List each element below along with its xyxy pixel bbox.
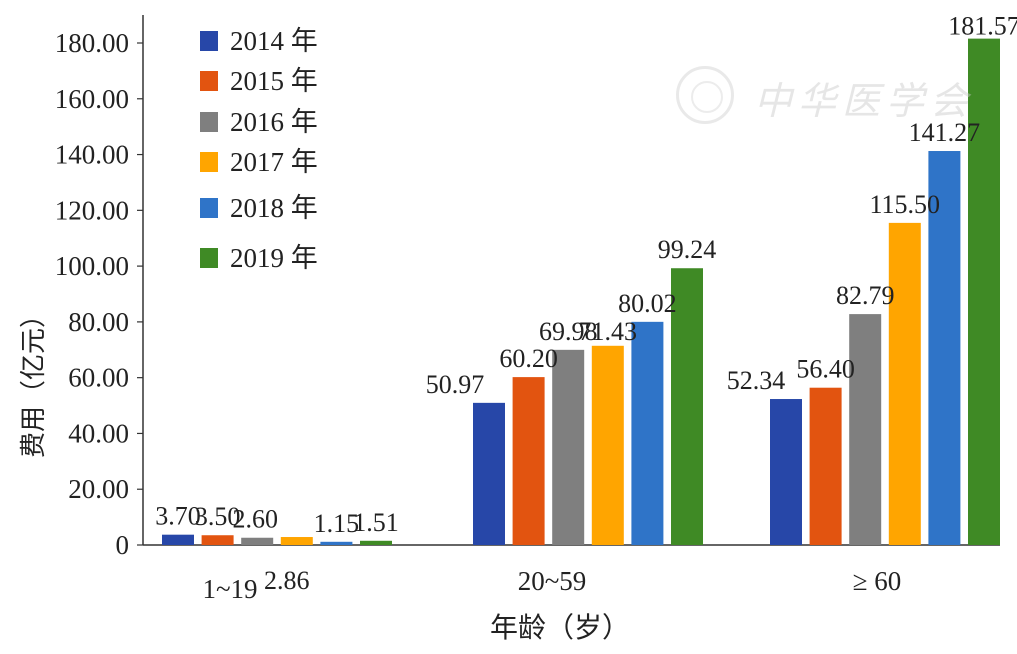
y-tick-label: 20.00 (68, 474, 129, 504)
data-label: 3.50 (195, 502, 241, 531)
legend-label: 2019 年 (230, 243, 318, 273)
seal-icon (676, 66, 734, 124)
bar (162, 534, 194, 545)
x-tick-label: 20~59 (518, 566, 587, 596)
bar (552, 349, 585, 545)
legend-label: 2017 年 (230, 147, 318, 177)
bar (671, 268, 703, 545)
data-label: 1.15 (314, 509, 360, 538)
legend-label: 2015 年 (230, 66, 318, 96)
watermark-text: 中华医学会 (754, 79, 975, 123)
bar (888, 222, 921, 545)
bar (512, 377, 545, 545)
bar (320, 541, 353, 545)
bar (631, 321, 664, 545)
bar (473, 402, 505, 545)
data-label: 50.97 (426, 370, 485, 399)
bar (968, 38, 1000, 545)
data-label: 52.34 (727, 366, 786, 395)
legend-swatch (200, 198, 218, 218)
bar (360, 540, 392, 545)
data-label: 3.70 (155, 502, 201, 531)
bar (770, 399, 802, 545)
data-label: 82.79 (836, 281, 895, 310)
legend-swatch (200, 31, 218, 51)
data-label: 115.50 (870, 190, 941, 219)
y-tick-label: 100.00 (55, 251, 129, 281)
y-tick-label: 180.00 (55, 28, 129, 58)
y-tick-label: 0 (116, 530, 130, 560)
data-label: 2.60 (232, 505, 278, 534)
data-label: 141.27 (909, 118, 981, 147)
bar (928, 151, 961, 545)
bar (201, 535, 234, 545)
data-label: 181.57 (948, 12, 1017, 41)
bar (241, 537, 274, 545)
x-axis-title: 年龄（岁） (490, 612, 630, 644)
legend-swatch (200, 71, 218, 91)
bar (591, 345, 624, 545)
x-tick-label: ≥ 60 (853, 566, 902, 596)
y-axis-title: 费用（亿元） (19, 302, 48, 458)
legend: 2014 年 2015 年 2016 年 2017 年 2018 年 2019 年 (200, 26, 318, 273)
legend-label: 2014 年 (230, 26, 318, 56)
y-tick-label: 140.00 (55, 140, 129, 170)
y-tick-label: 80.00 (68, 307, 129, 337)
data-label: 60.20 (499, 344, 558, 373)
legend-swatch (200, 112, 218, 132)
data-label: 1.51 (353, 508, 399, 537)
y-axis: 0 20.00 40.00 60.00 80.00 100.00 120.00 140.00 1… (55, 15, 144, 560)
data-label: 69.98 (539, 317, 598, 346)
y-tick-label: 120.00 (55, 195, 129, 225)
y-tick-label: 40.00 (68, 418, 129, 448)
legend-label: 2018 年 (230, 193, 318, 223)
legend-label: 2016 年 (230, 107, 318, 137)
legend-swatch (200, 248, 218, 268)
bars (162, 38, 1000, 545)
y-tick-label: 160.00 (55, 84, 129, 114)
data-label: 56.40 (796, 355, 855, 384)
data-label: 2.86 (264, 566, 310, 595)
bar (280, 537, 313, 545)
bar (849, 314, 882, 545)
data-labels: 3.703.502.60 2.861.151.51 50.97 60.2069.987… (155, 12, 1017, 595)
x-tick-label: 1~19 (202, 574, 257, 604)
watermark-logo: 中华医学会 (676, 60, 1016, 130)
data-label: 99.24 (658, 235, 717, 264)
bar (809, 387, 842, 545)
legend-swatch (200, 152, 218, 172)
data-label: 71.43 (579, 317, 638, 346)
y-tick-label: 60.00 (68, 363, 129, 393)
data-label: 80.02 (618, 289, 677, 318)
